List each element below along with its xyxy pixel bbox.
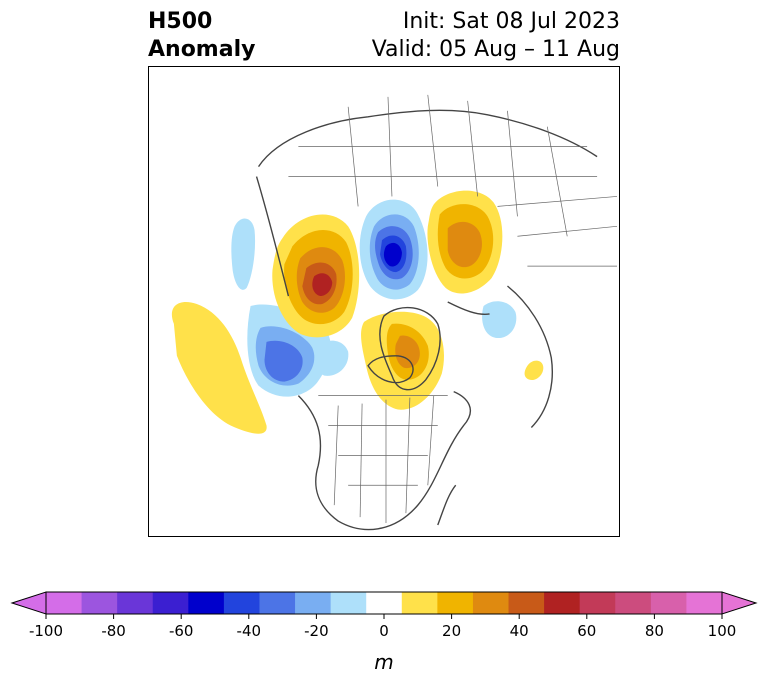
colorbar-tick-label: 60 [577, 622, 596, 640]
colorbar-segment [650, 592, 687, 614]
central-arctic-trough [359, 199, 428, 300]
greenland-baffin-ridge [361, 311, 444, 410]
colorbar-over-arrow [721, 591, 758, 615]
alaska-yukon-ridge [272, 214, 360, 338]
colorbar-tick-label: 20 [442, 622, 461, 640]
anomaly-map [148, 66, 620, 537]
political-borders [288, 94, 618, 524]
colorbar-tick-label: -20 [304, 622, 329, 640]
colorbar-tick-label: -40 [237, 622, 262, 640]
east-siberia-trough [231, 218, 256, 290]
colorbar-tick-label: 100 [708, 622, 737, 640]
colorbar-segment [437, 592, 474, 614]
colorbar-ticks: -100 -80 -60 -40 -20 0 20 40 60 80 100 [29, 614, 736, 640]
colorbar-segment [295, 592, 332, 614]
title-variable: H500 [148, 9, 213, 34]
colorbar-segment [508, 592, 545, 614]
colorbar-segment [117, 592, 154, 614]
colorbar-segment [81, 592, 118, 614]
colorbar-segment [401, 592, 438, 614]
colorbar-segment [330, 592, 367, 614]
colorbar-segment [152, 592, 189, 614]
colorbar-segment [223, 592, 260, 614]
chart-title: H500 Anomaly [148, 8, 255, 64]
colorbar-segment [259, 592, 296, 614]
forecast-dates: Init: Sat 08 Jul 2023 Valid: 05 Aug – 11… [372, 8, 620, 64]
colorbar-segment [615, 592, 652, 614]
colorbar-tick-label: -100 [29, 622, 63, 640]
colorbar-segment [544, 592, 581, 614]
colorbar-segment [579, 592, 616, 614]
scandinavia-trough [482, 301, 517, 339]
colorbar-segment [188, 592, 225, 614]
init-date: Init: Sat 08 Jul 2023 [402, 9, 620, 34]
colorbar-tick-label: 80 [645, 622, 664, 640]
colorbar-tick-label: -80 [101, 622, 126, 640]
north-atlantic-ridge [524, 360, 544, 381]
siberian-ridge [427, 190, 503, 294]
colorbar-tick-label: -60 [169, 622, 194, 640]
colorbar-under-arrow [10, 591, 47, 615]
title-anomaly: Anomaly [148, 37, 256, 62]
colorbar-segment [472, 592, 510, 614]
colorbar-segment [686, 592, 723, 614]
colorbar-segment [366, 592, 403, 614]
coastlines [255, 109, 598, 531]
colorbar-tick-label: 0 [379, 622, 389, 640]
north-pacific-ridge [171, 302, 267, 434]
bc-coast-trough [314, 340, 349, 376]
colorbar-unit: m [374, 650, 393, 674]
colorbar-segments [46, 592, 723, 614]
colorbar-segment [46, 592, 83, 614]
colorbar: -100 -80 -60 -40 -20 0 20 40 60 80 100 m [10, 591, 758, 674]
valid-range: Valid: 05 Aug – 11 Aug [371, 37, 620, 62]
colorbar-tick-label: 40 [510, 622, 529, 640]
